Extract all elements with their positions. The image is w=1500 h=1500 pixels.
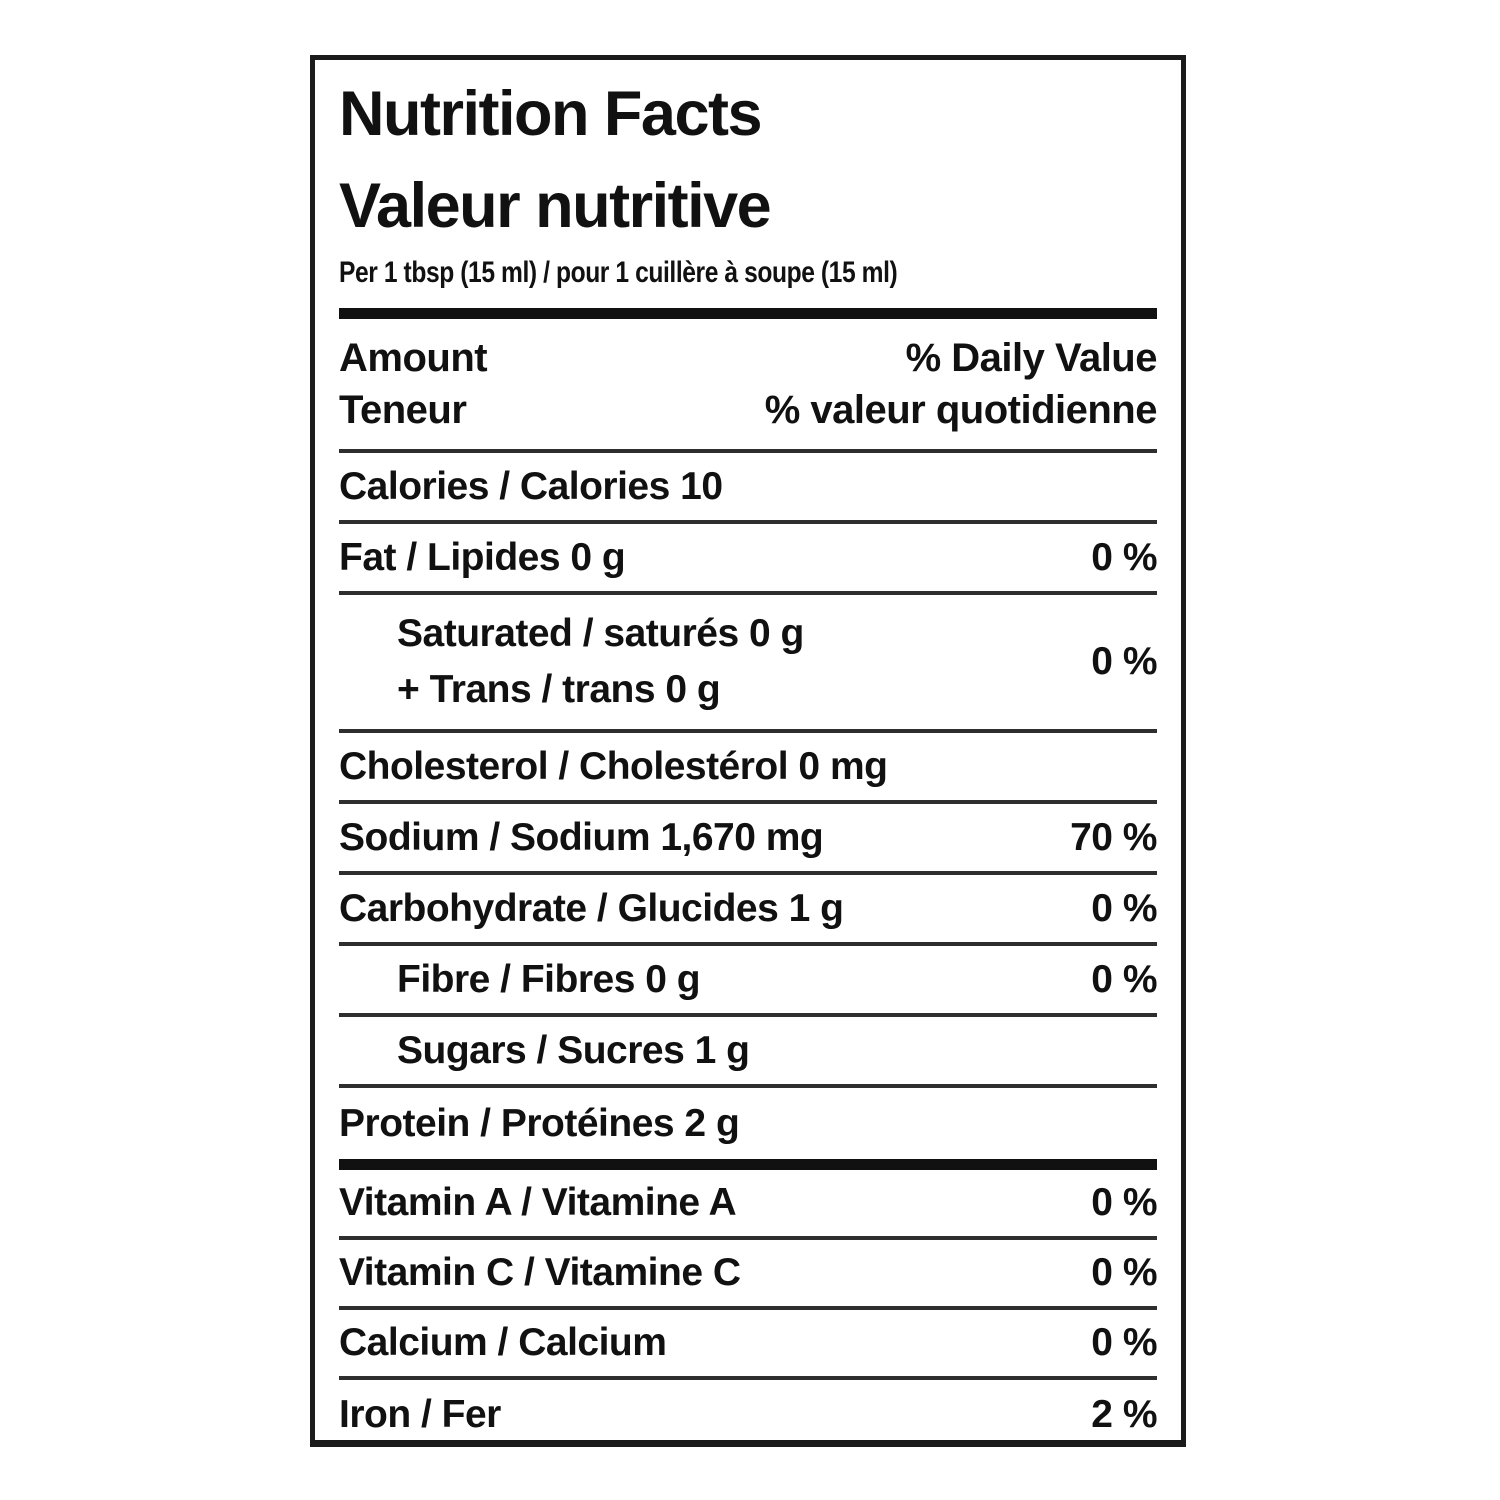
- nutrient-rows: Calories / Calories 10 Fat / Lipides 0 g 0…: [339, 453, 1157, 1159]
- row-label: Fat / Lipides 0 g: [339, 535, 626, 579]
- row-daily-value: 0 %: [1091, 886, 1157, 930]
- row-label: Calories / Calories 10: [339, 464, 723, 508]
- row-daily-value: 0 %: [1091, 1321, 1157, 1364]
- row-iron: Iron / Fer 2 %: [339, 1380, 1157, 1440]
- row-daily-value: 0 %: [1091, 1181, 1157, 1224]
- row-daily-value: 2 %: [1091, 1393, 1157, 1436]
- row-label: Sodium / Sodium 1,670 mg: [339, 815, 824, 859]
- amount-dv-header: Amount % Daily Value Teneur % valeur quo…: [339, 319, 1158, 449]
- row-sodium: Sodium / Sodium 1,670 mg 70 %: [339, 804, 1157, 875]
- header-row-fr: Teneur % valeur quotidienne: [339, 384, 1158, 436]
- thin-rule-header: [339, 449, 1157, 453]
- label-title-en: Nutrition Facts: [339, 79, 763, 149]
- row-carbohydrate: Carbohydrate / Glucides 1 g 0 %: [339, 875, 1157, 946]
- row-label: Iron / Fer: [339, 1393, 501, 1436]
- amount-label-fr: Teneur: [339, 388, 467, 432]
- row-sugars: Sugars / Sucres 1 g: [339, 1017, 1157, 1088]
- row-vitamin-c: Vitamin C / Vitamine C 0 %: [339, 1240, 1157, 1310]
- row-calcium: Calcium / Calcium 0 %: [339, 1310, 1157, 1380]
- row-vitamin-a: Vitamin A / Vitamine A 0 %: [339, 1170, 1157, 1240]
- row-label: Vitamin A / Vitamine A: [339, 1181, 737, 1224]
- daily-value-label-fr: % valeur quotidienne: [764, 388, 1158, 432]
- row-daily-value: 0 %: [1091, 535, 1157, 579]
- row-daily-value: 0 %: [1091, 640, 1157, 683]
- row-daily-value: 70 %: [1070, 815, 1157, 859]
- row-label: Calcium / Calcium: [339, 1321, 667, 1364]
- row-saturated-trans: Saturated / saturés 0 g + Trans / trans 0…: [339, 595, 1157, 733]
- row-label: Cholesterol / Cholestérol 0 mg: [339, 744, 888, 788]
- row-label: Sugars / Sucres 1 g: [397, 1028, 750, 1072]
- nutrition-facts-label: Nutrition Facts Valeur nutritive Per 1 t…: [310, 55, 1186, 1447]
- row-daily-value: 0 %: [1091, 1251, 1157, 1294]
- row-label-line1: Saturated / saturés 0 g: [397, 612, 804, 655]
- header-row-en: Amount % Daily Value: [339, 332, 1158, 384]
- row-calories: Calories / Calories 10: [339, 453, 1157, 524]
- label-title-fr: Valeur nutritive: [339, 171, 772, 241]
- row-label-line2: + Trans / trans 0 g: [397, 668, 721, 711]
- row-label: Protein / Protéines 2 g: [339, 1101, 740, 1145]
- row-fibre: Fibre / Fibres 0 g 0 %: [339, 946, 1157, 1017]
- row-protein: Protein / Protéines 2 g: [339, 1088, 1157, 1159]
- row-cholesterol: Cholesterol / Cholestérol 0 mg: [339, 733, 1157, 804]
- row-fat: Fat / Lipides 0 g 0 %: [339, 524, 1157, 595]
- serving-size: Per 1 tbsp (15 ml) / pour 1 cuillère à s…: [339, 256, 898, 289]
- row-label: Carbohydrate / Glucides 1 g: [339, 886, 844, 930]
- heavy-rule-protein: [339, 1159, 1157, 1170]
- daily-value-label-en: % Daily Value: [905, 336, 1158, 380]
- row-daily-value: 0 %: [1091, 957, 1157, 1001]
- row-label: Fibre / Fibres 0 g: [397, 957, 701, 1001]
- heavy-rule-top: [339, 308, 1157, 319]
- row-label: Vitamin C / Vitamine C: [339, 1251, 741, 1294]
- amount-label-en: Amount: [339, 336, 488, 380]
